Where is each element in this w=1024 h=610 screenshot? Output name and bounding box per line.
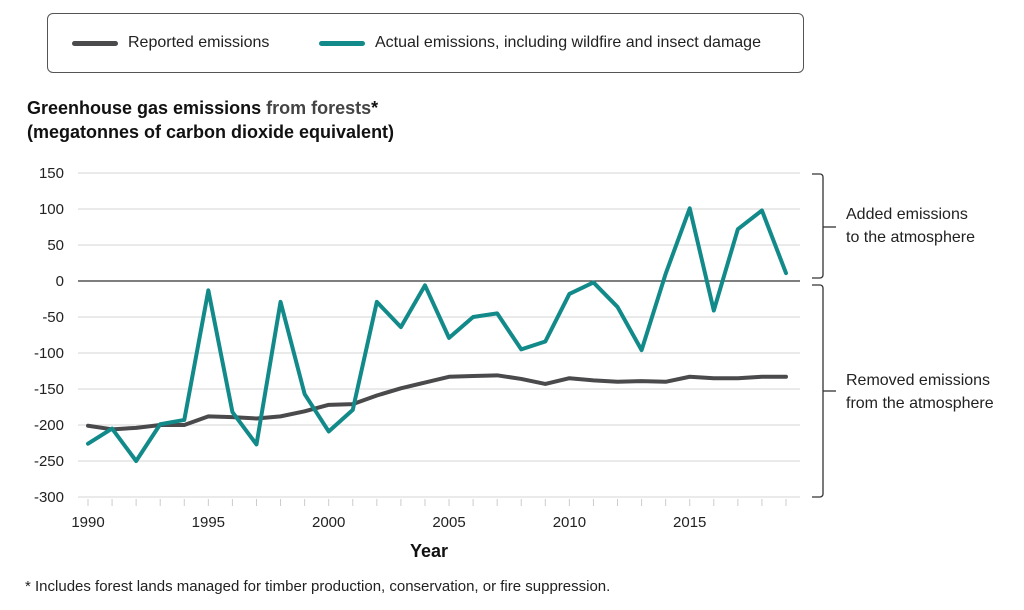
y-tick-label: -100 bbox=[34, 345, 64, 362]
title-part-1: Greenhouse gas emissions bbox=[27, 98, 267, 118]
series-lines bbox=[86, 206, 788, 463]
y-tick-label: -50 bbox=[42, 309, 64, 326]
grid bbox=[78, 172, 800, 498]
legend-item-actual: Actual emissions, including wildfire and… bbox=[319, 34, 761, 52]
x-axis-label: Year bbox=[410, 541, 448, 561]
legend-swatch-actual bbox=[319, 40, 365, 46]
legend-swatch-reported bbox=[72, 40, 118, 46]
title-part-2: from forests bbox=[266, 98, 372, 118]
annotation-removed-line2: from the atmosphere bbox=[846, 395, 994, 412]
annotation-added-line1: Added emissions bbox=[846, 206, 968, 223]
y-axis-ticks: 150 100 50 0 -50 -100 -150 -200 -250 -300 bbox=[34, 165, 64, 506]
legend: Reported emissions Actual emissions, inc… bbox=[47, 13, 804, 73]
bracket-added bbox=[812, 173, 824, 279]
legend-label-reported: Reported emissions bbox=[128, 34, 270, 51]
actual-emissions-line bbox=[86, 206, 788, 463]
y-tick-label: -200 bbox=[34, 417, 64, 434]
y-tick-label: 50 bbox=[47, 237, 64, 254]
y-tick-label: -250 bbox=[34, 453, 64, 470]
y-tick-label: -150 bbox=[34, 381, 64, 398]
annotation-removed-line1: Removed emissions bbox=[846, 372, 990, 389]
annotation-added-line2: to the atmosphere bbox=[846, 229, 975, 246]
footnote: * Includes forest lands managed for timb… bbox=[25, 578, 611, 595]
y-tick-label: -300 bbox=[34, 489, 64, 506]
x-tick-label: 2005 bbox=[432, 514, 465, 531]
chart-title: Greenhouse gas emissions from forests* (… bbox=[27, 96, 394, 144]
x-tick-label: 2000 bbox=[312, 514, 345, 531]
x-axis-ticks: 1990 1995 2000 2005 2010 2015 bbox=[71, 499, 787, 531]
x-tick-label: 2015 bbox=[673, 514, 706, 531]
x-tick-label: 1995 bbox=[192, 514, 225, 531]
legend-label-actual: Actual emissions, including wildfire and… bbox=[375, 34, 761, 51]
bracket-removed bbox=[812, 284, 824, 498]
x-tick-label: 2010 bbox=[553, 514, 586, 531]
y-tick-label: 100 bbox=[39, 201, 64, 218]
title-units: (megatonnes of carbon dioxide equivalent… bbox=[27, 122, 395, 142]
reported-emissions-line bbox=[86, 373, 788, 432]
y-tick-label: 0 bbox=[56, 273, 64, 290]
x-tick-label: 1990 bbox=[71, 514, 104, 531]
y-tick-label: 150 bbox=[39, 165, 64, 182]
legend-item-reported: Reported emissions bbox=[72, 34, 269, 52]
title-asterisk: * bbox=[371, 98, 379, 118]
